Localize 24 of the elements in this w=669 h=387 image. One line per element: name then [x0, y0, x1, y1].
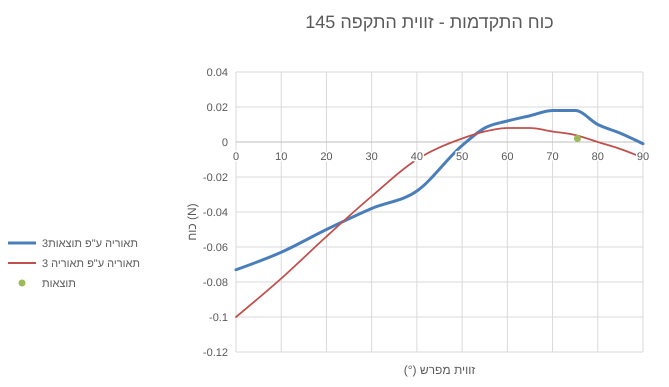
y-tick-label: 0: [222, 136, 228, 149]
x-tick-label: 60: [501, 151, 514, 163]
x-tick-label: 30: [366, 151, 378, 163]
x-tick-label: 80: [592, 151, 604, 163]
x-tick-label: 70: [546, 151, 559, 163]
x-tick-label: 0: [232, 151, 240, 163]
x-tick-label: 10: [275, 151, 288, 163]
legend-label: תאוריה ע"פ תאוריה 3: [42, 258, 140, 270]
x-tick-label: 90: [636, 151, 650, 163]
y-tick-label: -0.04: [202, 206, 228, 219]
y-tick-label: 0.04: [206, 66, 228, 79]
chart-title: כוח התקדמות - זווית התקפה 145: [305, 12, 554, 32]
y-tick-label: 0.02: [206, 102, 228, 114]
x-axis-title: זווית מפרש (°): [404, 363, 476, 377]
y-tick-label: -0.08: [202, 276, 228, 289]
x-tick-label: 20: [320, 151, 333, 163]
legend-label: תוצאות: [42, 278, 76, 290]
y-tick-label: -0.06: [202, 242, 228, 254]
y-tick-label: -0.02: [202, 172, 228, 184]
y-tick-label: -0.1: [209, 312, 228, 324]
y-tick-label: -0.12: [202, 346, 228, 359]
y-axis-title: כוח (N): [185, 203, 199, 241]
legend-label: תאוריה ע"פ תוצאות3: [42, 238, 138, 250]
x-tick-label: 50: [456, 151, 468, 163]
